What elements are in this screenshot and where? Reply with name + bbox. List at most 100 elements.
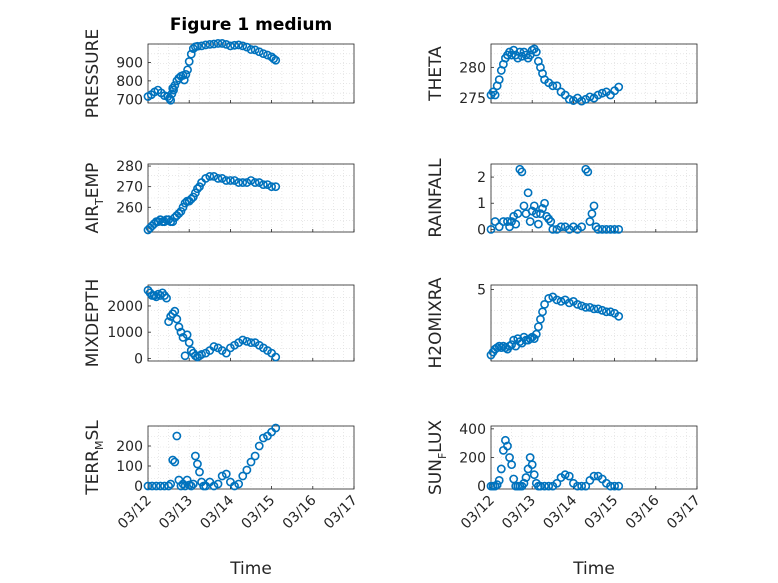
y-tick-label: 200	[459, 451, 486, 467]
data-point	[548, 224, 558, 234]
data-point	[162, 293, 171, 303]
x-tick-label-left: 03/15	[239, 493, 279, 533]
data-point	[230, 481, 239, 491]
x-tick-label-left: 03/17	[321, 493, 361, 533]
x-tick-label-right: 03/13	[499, 493, 539, 533]
x-axis-label-left: Time	[229, 559, 272, 579]
data-point	[184, 338, 194, 348]
data-point	[552, 295, 562, 305]
data-point	[246, 457, 256, 467]
data-point	[153, 217, 163, 227]
data-point	[151, 481, 161, 491]
data-point	[552, 81, 562, 91]
y-tick-label: 0	[134, 479, 143, 495]
series-pressure	[143, 39, 281, 105]
subplot-grid: 700 800 900 PRESSURE 275 280 THETA 260 270 280 AIR…	[83, 29, 704, 533]
data-point	[490, 217, 500, 226]
data-point	[593, 90, 603, 100]
data-point	[583, 167, 593, 177]
series-h2omixra	[486, 292, 624, 360]
x-tick-label-right: 03/16	[623, 492, 663, 532]
data-point	[601, 224, 611, 234]
axes-box-theta	[490, 43, 698, 104]
y-axis-label-h2omixra: H2OMIXRA	[426, 277, 446, 368]
data-point	[209, 342, 219, 351]
grid-air_temp	[147, 163, 355, 233]
data-point	[254, 47, 264, 57]
data-point	[564, 471, 574, 481]
data-point	[242, 465, 252, 475]
axes-box-air_temp	[147, 163, 355, 233]
data-point	[556, 296, 566, 306]
data-point	[593, 224, 603, 234]
data-point	[250, 451, 260, 461]
data-point	[494, 476, 504, 485]
data-point	[164, 317, 173, 327]
y-tick-label: 275	[459, 91, 486, 107]
data-point	[271, 182, 281, 192]
data-point	[155, 481, 165, 491]
data-point	[503, 441, 512, 451]
data-point	[225, 176, 235, 185]
data-point	[507, 340, 516, 350]
data-point	[573, 299, 582, 309]
data-point	[560, 470, 570, 480]
data-point	[176, 481, 186, 491]
x-tick-label-right: 03/14	[540, 492, 580, 532]
y-label-subscript: T	[93, 198, 106, 206]
data-point	[179, 75, 189, 85]
data-point	[183, 65, 192, 75]
data-point	[258, 49, 268, 58]
data-point	[544, 294, 554, 303]
data-point	[614, 82, 624, 92]
y-tick-label: 200	[116, 439, 143, 455]
data-point	[213, 39, 223, 48]
data-point	[209, 481, 219, 491]
y-axis-label-terr_msl: TERRMSL	[83, 420, 106, 496]
y-label-main: AIR	[83, 205, 103, 234]
data-point	[230, 40, 239, 50]
axes-box-pressure	[147, 43, 355, 104]
data-point	[174, 209, 184, 218]
data-point	[519, 201, 529, 211]
data-point	[250, 45, 260, 55]
data-point	[221, 39, 231, 49]
data-point	[180, 351, 190, 361]
data-point	[271, 352, 281, 362]
data-point	[267, 182, 276, 192]
data-point	[186, 481, 196, 491]
data-point	[234, 479, 244, 489]
data-point	[143, 481, 153, 491]
y-label-tail: EMP	[83, 163, 103, 199]
data-point	[614, 311, 624, 321]
y-tick-label: 700	[116, 92, 143, 108]
x-tick-label-left: 03/13	[156, 493, 196, 533]
data-point	[238, 471, 248, 481]
data-point	[174, 322, 184, 332]
series-air_temp	[143, 171, 281, 235]
data-point	[577, 481, 587, 491]
data-point	[577, 301, 587, 311]
data-point	[217, 471, 227, 481]
y-axis-label-pressure: PRESSURE	[83, 29, 103, 118]
data-point	[597, 224, 607, 234]
series-rainfall	[486, 164, 624, 234]
data-point	[234, 178, 244, 187]
data-point	[221, 348, 231, 358]
data-point	[531, 47, 541, 57]
data-point	[585, 217, 595, 226]
data-point	[536, 314, 545, 324]
data-point	[170, 457, 180, 467]
axes-box-mixdepth	[147, 284, 355, 362]
data-point	[525, 334, 535, 344]
data-point	[186, 49, 196, 59]
data-point	[577, 222, 587, 232]
data-point	[519, 478, 529, 488]
subplot-sun_flux: 0 200 400 SUNFLUX	[426, 420, 698, 495]
y-tick-label: 0	[477, 479, 486, 495]
data-point	[193, 184, 202, 194]
data-point	[501, 435, 510, 445]
data-point	[523, 188, 533, 198]
data-point	[513, 209, 523, 219]
